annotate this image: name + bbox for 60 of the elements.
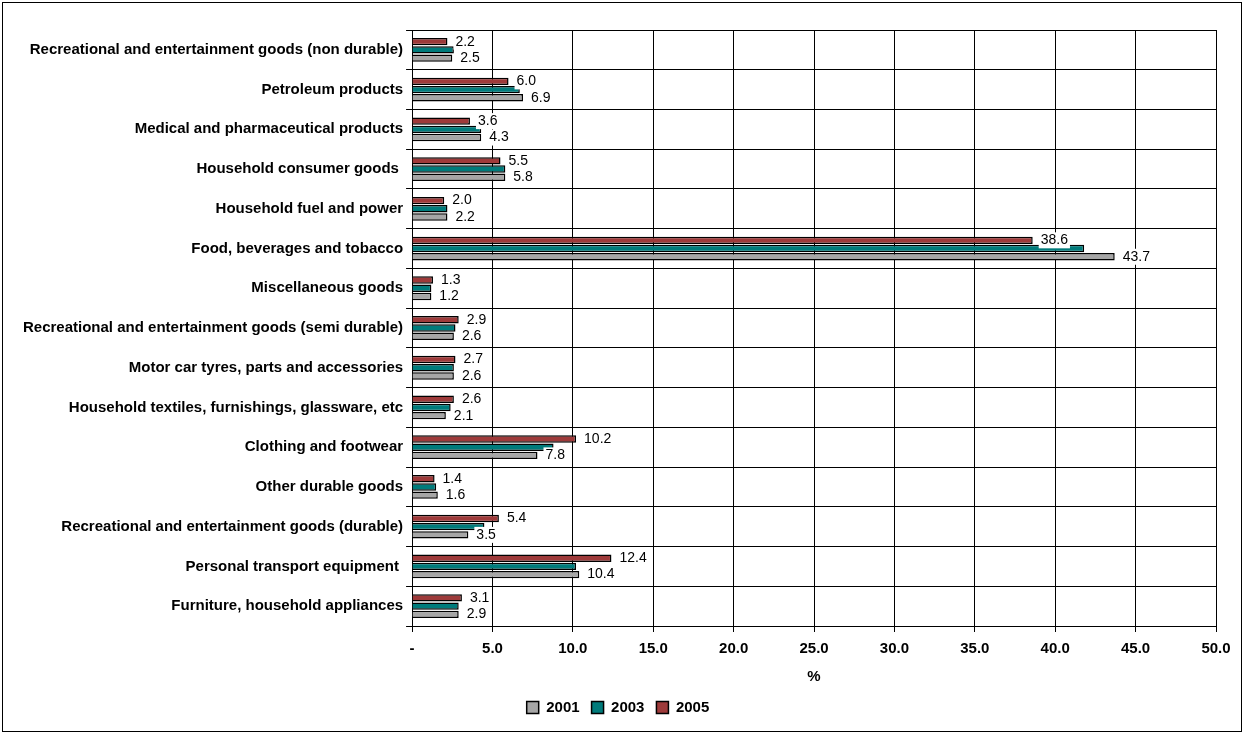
data-label: 2.0 [452,191,472,208]
data-label: 5.5 [508,151,529,168]
data-label: 2.1 [453,406,474,423]
data-label: 6.9 [531,88,551,105]
data-label: 1.6 [445,486,466,502]
data-label: 2.2 [455,32,476,49]
data-label: 3.5 [476,525,497,542]
y-tick-label: Petroleum products [261,79,404,97]
data-label: 2.7 [463,350,484,367]
y-tick-label: Food, beverages and tobacco [191,238,404,256]
y-tick-label: Household textiles, furnishings, glassware, etc [68,397,404,415]
data-label: 2.5 [460,48,480,65]
y-tick-label: Other durable goods [255,477,404,495]
y-tick-label: Motor car tyres, parts and accessories [128,357,404,375]
legend-label: 2003 [611,697,645,715]
y-tick-label: Miscellaneous goods [251,278,404,296]
x-tick-label: 5.0 [482,639,503,657]
x-tick-label: 45.0 [1121,639,1151,657]
x-tick-label: 20.0 [719,639,749,657]
x-tick-label: 15.0 [638,639,668,657]
data-label: 12.4 [619,549,647,566]
data-label: 3.1 [469,588,490,605]
data-label: 2.6 [461,366,482,383]
data-label: 1.4 [442,469,463,486]
y-tick-label: Clothing and footwear [244,437,404,455]
data-label: 6.0 [516,72,537,89]
data-label: 2.6 [461,327,482,344]
y-tick-label: Medical and pharmaceutical products [134,119,404,137]
x-tick-label: - [409,639,415,657]
legend-label: 2005 [675,697,710,715]
data-label: 10.4 [587,565,615,582]
data-label: 2.9 [466,310,487,327]
y-tick-label: Recreational and entertainment goods (durable) [61,516,404,534]
y-tick-label: Personal transport equipment [185,556,404,574]
data-label: 5.8 [513,168,534,185]
x-tick-label: 50.0 [1201,639,1231,657]
x-axis-title: % [807,667,821,685]
y-tick-label: Furniture, household appliances [171,596,404,614]
data-label: 1.2 [439,287,460,304]
data-label: 7.8 [545,446,566,463]
y-tick-label: Household consumer goods [196,159,404,177]
x-tick-label: 25.0 [799,639,829,657]
data-label: 38.6 [1040,231,1069,248]
x-tick-label: 30.0 [879,639,910,657]
data-label: 5.4 [506,509,527,526]
x-tick-label: 40.0 [1040,639,1070,657]
data-label: 1.3 [440,270,461,287]
x-tick-label: 35.0 [960,639,990,657]
data-label: 2.6 [461,390,482,407]
data-label: 2.9 [466,605,487,622]
data-label: 43.7 [1122,247,1151,264]
y-tick-label: Household fuel and power [215,198,404,216]
data-label: 2.2 [455,207,476,224]
data-label: 4.3 [489,128,509,145]
y-tick-label: Recreational and entertainment goods (non durable) [29,40,404,58]
x-tick-label: 10.0 [558,639,588,657]
y-tick-label: Recreational and entertainment goods (semi durable) [23,318,404,336]
data-label: 10.2 [584,429,612,446]
data-label: 3.6 [477,111,498,128]
legend-label: 2001 [546,697,580,715]
